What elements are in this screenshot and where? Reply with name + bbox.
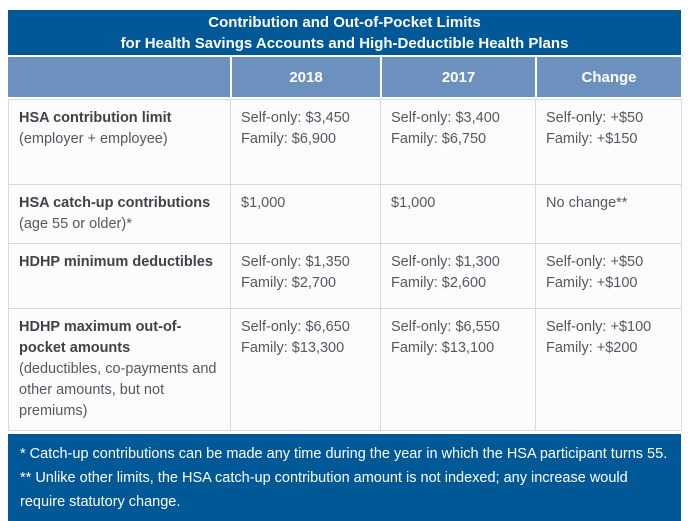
value-line: Self-only: $3,400 bbox=[391, 110, 500, 126]
table-row: HDHP minimum deductibles Self-only: $1,3… bbox=[8, 243, 682, 309]
value-line: Self-only: $6,550 bbox=[391, 319, 500, 335]
row-label: HDHP minimum deductibles bbox=[19, 254, 213, 270]
value-line: Self-only: $6,650 bbox=[241, 319, 350, 335]
value-cell-change: Self-only: +$50 Family: +$100 bbox=[535, 243, 682, 309]
column-header-2018: 2018 bbox=[230, 57, 380, 97]
row-sublabel: (employer + employee) bbox=[19, 131, 168, 147]
value-line: Self-only: $1,350 bbox=[241, 254, 350, 270]
row-label-cell: HDHP minimum deductibles bbox=[8, 243, 231, 309]
value-line: Self-only: $1,300 bbox=[391, 254, 500, 270]
value-line: Family: +$200 bbox=[546, 340, 638, 356]
row-label: HDHP maximum out-of-pocket amounts bbox=[19, 319, 182, 356]
column-header-2017: 2017 bbox=[380, 57, 535, 97]
value-line: Family: $6,900 bbox=[241, 131, 337, 147]
value-line: Family: +$150 bbox=[546, 131, 638, 147]
row-label-cell: HSA contribution limit (employer + emplo… bbox=[8, 99, 231, 185]
table-title: Contribution and Out-of-Pocket Limits fo… bbox=[8, 10, 681, 55]
footnotes: * Catch-up contributions can be made any… bbox=[8, 434, 681, 521]
value-line: Family: $6,750 bbox=[391, 131, 487, 147]
column-header-change: Change bbox=[535, 57, 681, 97]
value-line: Self-only: +$50 bbox=[546, 110, 644, 126]
table-row: HDHP maximum out-of-pocket amounts (dedu… bbox=[8, 308, 682, 431]
value-cell-2018: $1,000 bbox=[230, 184, 381, 244]
value-cell-2017: Self-only: $6,550 Family: $13,100 bbox=[380, 308, 536, 431]
footnote-not-indexed: ** Unlike other limits, the HSA catch-up… bbox=[20, 470, 628, 510]
value-line: Family: $13,300 bbox=[241, 340, 345, 356]
value-line: Self-only: +$50 bbox=[546, 254, 644, 270]
table-row: HSA catch-up contributions (age 55 or ol… bbox=[8, 184, 682, 244]
table-title-line1: Contribution and Out-of-Pocket Limits bbox=[208, 13, 481, 31]
table-title-line2: for Health Savings Accounts and High-Ded… bbox=[120, 34, 569, 52]
column-header-row: 2018 2017 Change bbox=[8, 57, 681, 97]
row-sublabel: (age 55 or older)* bbox=[19, 216, 132, 232]
value-cell-change: No change** bbox=[535, 184, 682, 244]
value-line: Self-only: $3,450 bbox=[241, 110, 350, 126]
table-body: HSA contribution limit (employer + emplo… bbox=[8, 99, 682, 431]
value-line: Family: $13,100 bbox=[391, 340, 495, 356]
row-label-cell: HDHP maximum out-of-pocket amounts (dedu… bbox=[8, 308, 231, 431]
value-line: Family: $2,600 bbox=[391, 275, 487, 291]
footnote-catch-up-timing: * Catch-up contributions can be made any… bbox=[20, 446, 668, 462]
value-line: Self-only: +$100 bbox=[546, 319, 652, 335]
row-label: HSA catch-up contributions bbox=[19, 195, 211, 211]
value-cell-2017: Self-only: $1,300 Family: $2,600 bbox=[380, 243, 536, 309]
value-line: No change** bbox=[546, 195, 628, 211]
value-line: $1,000 bbox=[391, 195, 436, 211]
column-header-label bbox=[8, 57, 230, 97]
row-label-cell: HSA catch-up contributions (age 55 or ol… bbox=[8, 184, 231, 244]
value-cell-2018: Self-only: $3,450 Family: $6,900 bbox=[230, 99, 381, 185]
table-row: HSA contribution limit (employer + emplo… bbox=[8, 99, 682, 185]
value-cell-2017: Self-only: $3,400 Family: $6,750 bbox=[380, 99, 536, 185]
value-cell-2017: $1,000 bbox=[380, 184, 536, 244]
value-cell-change: Self-only: +$50 Family: +$150 bbox=[535, 99, 682, 185]
hsa-limits-table: Contribution and Out-of-Pocket Limits fo… bbox=[8, 10, 682, 521]
value-line: Family: $2,700 bbox=[241, 275, 337, 291]
row-sublabel: (deductibles, co-payments and other amou… bbox=[19, 361, 217, 419]
value-cell-2018: Self-only: $6,650 Family: $13,300 bbox=[230, 308, 381, 431]
value-line: Family: +$100 bbox=[546, 275, 638, 291]
value-cell-change: Self-only: +$100 Family: +$200 bbox=[535, 308, 682, 431]
value-cell-2018: Self-only: $1,350 Family: $2,700 bbox=[230, 243, 381, 309]
value-line: $1,000 bbox=[241, 195, 286, 211]
row-label: HSA contribution limit bbox=[19, 110, 172, 126]
